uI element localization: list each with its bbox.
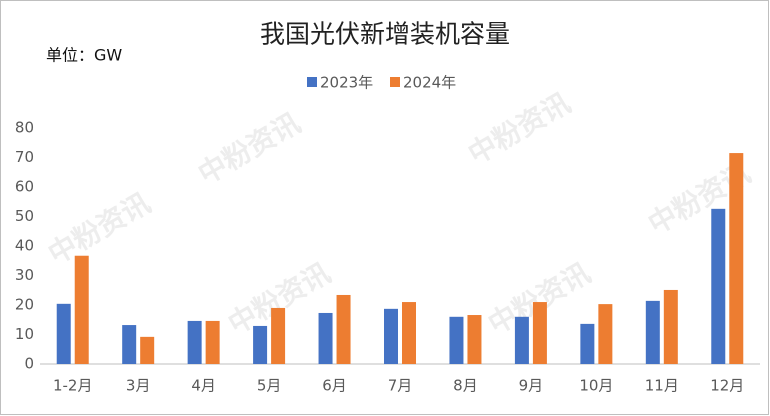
bar	[318, 312, 333, 364]
bar	[205, 320, 220, 364]
unit-label: 单位：GW	[46, 46, 122, 65]
x-tick-label: 6月	[322, 377, 347, 395]
bar	[140, 336, 155, 364]
chart-title: 我国光伏新增装机容量	[260, 20, 510, 49]
y-tick-label: 50	[15, 207, 34, 225]
x-tick-label: 4月	[191, 377, 216, 395]
legend-swatch	[390, 77, 400, 87]
x-tick-label: 10月	[579, 377, 613, 395]
y-tick-label: 70	[15, 148, 34, 166]
x-tick-label: 5月	[257, 377, 282, 395]
bar	[74, 255, 89, 364]
x-tick-label: 3月	[126, 377, 151, 395]
bar	[56, 303, 71, 364]
legend-label: 2024年	[403, 74, 456, 92]
bar	[711, 208, 726, 364]
y-tick-label: 80	[15, 119, 34, 137]
y-tick-label: 60	[15, 178, 34, 196]
y-tick-label: 10	[15, 325, 34, 343]
bar	[467, 315, 482, 364]
bar	[532, 302, 547, 364]
x-tick-label: 8月	[453, 377, 478, 395]
x-tick-label: 12月	[710, 377, 744, 395]
y-tick-label: 30	[15, 266, 34, 284]
bar	[514, 316, 529, 364]
bar	[580, 323, 595, 364]
bar	[449, 316, 464, 364]
legend-swatch	[307, 77, 317, 87]
y-tick-label: 20	[15, 296, 34, 314]
x-tick-label: 9月	[519, 377, 544, 395]
bar	[729, 153, 744, 364]
bar	[402, 302, 416, 364]
bar	[253, 325, 268, 364]
bar	[336, 294, 351, 364]
bar	[384, 308, 398, 364]
y-tick-label: 40	[15, 237, 34, 255]
bar	[598, 304, 613, 364]
bar	[663, 289, 678, 364]
legend-label: 2023年	[320, 74, 373, 92]
x-tick-label: 11月	[645, 377, 679, 395]
x-tick-label: 1-2月	[53, 377, 93, 395]
bar	[122, 325, 137, 364]
bar	[271, 307, 286, 364]
bar	[187, 320, 202, 364]
x-tick-label: 7月	[388, 377, 413, 395]
y-tick-label: 0	[24, 355, 34, 373]
bar	[645, 300, 660, 364]
